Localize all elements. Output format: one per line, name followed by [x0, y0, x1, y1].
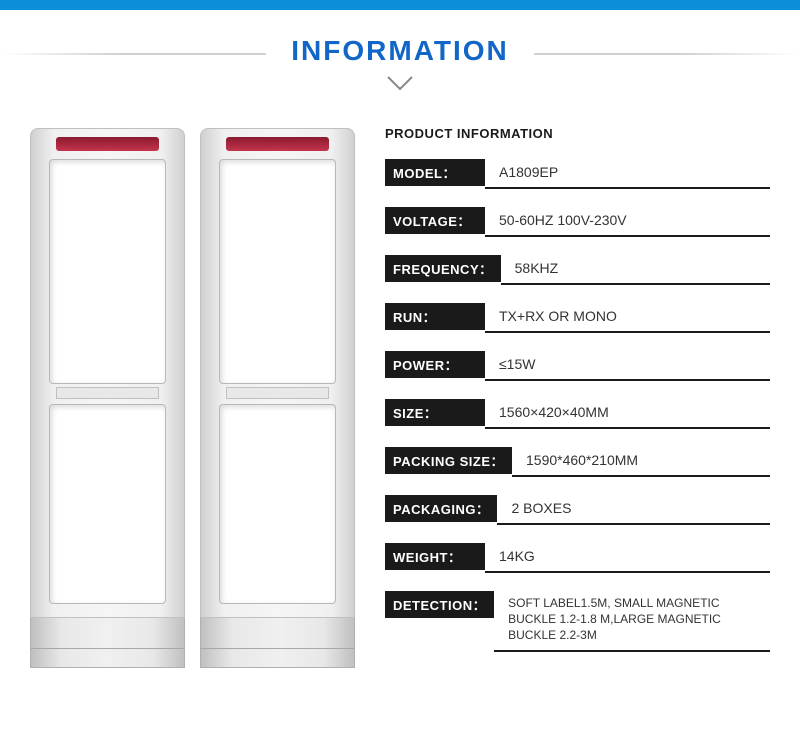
product-image — [30, 118, 355, 668]
spec-label: PACKAGING： — [385, 495, 497, 522]
top-accent-bar — [0, 0, 800, 10]
security-gate-left — [30, 128, 185, 668]
spec-row: PACKING SIZE：1590*460*210MM — [385, 447, 770, 489]
spec-label: WEIGHT： — [385, 543, 485, 570]
spec-value: TX+RX OR MONO — [485, 303, 770, 333]
spec-label: MODEL： — [385, 159, 485, 186]
content-row: PRODUCT INFORMATION MODEL：A1809EPVOLTAGE… — [0, 93, 800, 668]
spec-row: PACKAGING： 2 BOXES — [385, 495, 770, 537]
page-header: INFORMATION — [0, 35, 800, 93]
specs-panel: PRODUCT INFORMATION MODEL：A1809EPVOLTAGE… — [385, 118, 770, 668]
spec-row: SIZE：1560×420×40MM — [385, 399, 770, 441]
security-gate-right — [200, 128, 355, 668]
spec-row: MODEL：A1809EP — [385, 159, 770, 201]
specs-list: MODEL：A1809EPVOLTAGE：50-60HZ 100V-230VFR… — [385, 159, 770, 652]
spec-row: WEIGHT：14KG — [385, 543, 770, 585]
spec-value: 1560×420×40MM — [485, 399, 770, 429]
spec-row: POWER：≤15W — [385, 351, 770, 393]
spec-value: ≤15W — [485, 351, 770, 381]
spec-value: 50-60HZ 100V-230V — [485, 207, 770, 237]
spec-label: POWER： — [385, 351, 485, 378]
spec-row: DETECTION：SOFT LABEL1.5M, SMALL MAGNETIC… — [385, 591, 770, 652]
spec-value: SOFT LABEL1.5M, SMALL MAGNETIC BUCKLE 1.… — [494, 591, 770, 652]
spec-label: DETECTION： — [385, 591, 494, 618]
spec-row: RUN：TX+RX OR MONO — [385, 303, 770, 345]
spec-value: 58KHZ — [501, 255, 770, 285]
chevron-down-icon — [386, 75, 414, 93]
spec-label: VOLTAGE： — [385, 207, 485, 234]
spec-label: FREQUENCY： — [385, 255, 501, 282]
spec-value: 1590*460*210MM — [512, 447, 770, 477]
spec-value: A1809EP — [485, 159, 770, 189]
spec-value: 14KG — [485, 543, 770, 573]
spec-label: RUN： — [385, 303, 485, 330]
header-title: INFORMATION — [266, 35, 533, 67]
spec-row: VOLTAGE：50-60HZ 100V-230V — [385, 207, 770, 249]
spec-row: FREQUENCY：58KHZ — [385, 255, 770, 297]
spec-label: SIZE： — [385, 399, 485, 426]
spec-label: PACKING SIZE： — [385, 447, 512, 474]
spec-value: 2 BOXES — [497, 495, 770, 525]
specs-title: PRODUCT INFORMATION — [385, 126, 770, 141]
